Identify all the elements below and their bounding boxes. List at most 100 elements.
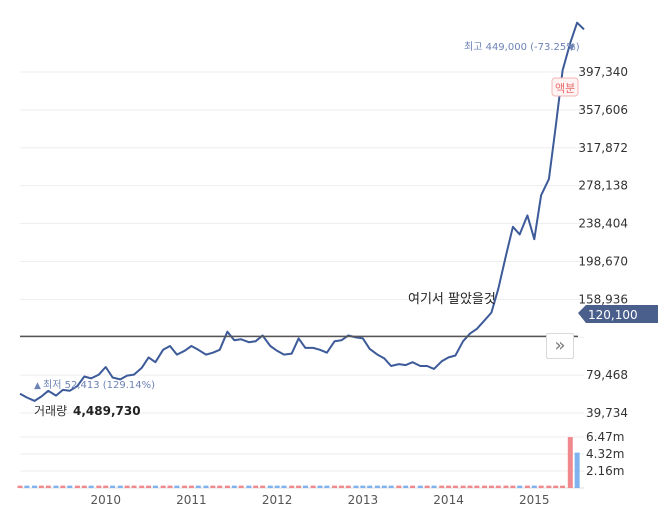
max-marker-icon: ▼ xyxy=(568,43,575,53)
volume-bar xyxy=(217,485,223,488)
volume-bar xyxy=(531,485,537,488)
y-tick-label: 238,404 xyxy=(578,217,628,231)
volume-tick-label: 6.47m xyxy=(586,430,624,444)
volume-bars xyxy=(17,437,580,488)
volume-bar xyxy=(231,485,237,488)
volume-bar xyxy=(367,485,373,488)
volume-bar xyxy=(388,485,394,488)
volume-bar xyxy=(281,485,287,488)
y-tick-label: 39,734 xyxy=(586,406,628,420)
volume-bar xyxy=(188,485,194,488)
x-tick-label: 2012 xyxy=(262,493,293,507)
volume-bar xyxy=(289,485,295,488)
double-chevron-right-icon: » xyxy=(554,335,566,356)
volume-bar xyxy=(246,485,252,488)
volume-tick-label: 2.16m xyxy=(586,464,624,478)
volume-bar xyxy=(524,485,530,488)
volume-bar xyxy=(488,485,494,488)
volume-bar xyxy=(45,485,51,488)
volume-bar xyxy=(467,485,473,488)
volume-bar xyxy=(146,485,152,488)
volume-bar xyxy=(274,485,280,488)
volume-bar xyxy=(174,485,180,488)
annotation-text: 여기서 팔았을것 xyxy=(408,292,496,307)
volume-bar xyxy=(538,485,544,488)
x-tick-label: 2014 xyxy=(433,493,464,507)
volume-bar xyxy=(302,485,308,488)
volume-bar xyxy=(353,485,359,488)
volume-bar xyxy=(439,485,445,488)
volume-bar xyxy=(517,485,523,488)
volume-bar xyxy=(567,437,573,488)
volume-bar xyxy=(324,485,330,488)
x-tick-label: 2010 xyxy=(90,493,121,507)
volume-bar xyxy=(317,485,323,488)
x-tick-label: 2013 xyxy=(348,493,379,507)
volume-bar xyxy=(417,485,423,488)
volume-bar xyxy=(560,485,566,488)
volume-bar xyxy=(381,485,387,488)
volume-bar xyxy=(495,485,501,488)
volume-bar xyxy=(110,485,116,488)
volume-bar xyxy=(53,485,59,488)
volume-bar xyxy=(160,485,166,488)
volume-bar xyxy=(96,485,102,488)
volume-bar xyxy=(131,485,137,488)
volume-bar xyxy=(117,485,123,488)
volume-bar xyxy=(81,485,87,488)
volume-bar xyxy=(446,485,452,488)
volume-bar xyxy=(460,485,466,488)
volume-bar xyxy=(474,485,480,488)
volume-bar xyxy=(510,485,516,488)
volume-bar xyxy=(424,485,430,488)
volume-bar xyxy=(103,485,109,488)
event-badge-label: 액분 xyxy=(555,82,575,95)
volume-bar xyxy=(167,485,173,488)
y-tick-label: 79,468 xyxy=(586,368,628,382)
volume-bar xyxy=(396,485,402,488)
axis-ticks: 39,734 79,468 158,936 198,670 238,404 278,138… xyxy=(90,65,628,507)
volume-bar xyxy=(503,485,509,488)
volume-bar xyxy=(296,485,302,488)
min-price-label: 최저 52,413 (129.14%) xyxy=(43,379,155,391)
x-tick-label: 2015 xyxy=(519,493,550,507)
volume-bar xyxy=(338,485,344,488)
volume-bar xyxy=(74,485,80,488)
volume-bar xyxy=(267,485,273,488)
ref-value-label: 120,100 xyxy=(588,308,638,322)
volume-bar xyxy=(152,485,158,488)
volume-bar xyxy=(310,485,316,488)
volume-bar xyxy=(431,485,437,488)
price-series xyxy=(19,21,585,402)
event-badge-box[interactable] xyxy=(551,77,579,97)
volume-bar xyxy=(546,485,552,488)
volume-value: 4,489,730 xyxy=(73,404,141,418)
volume-bar xyxy=(410,485,416,488)
volume-bar xyxy=(345,485,351,488)
nav-next-button[interactable]: » xyxy=(546,333,574,359)
ref-value-box xyxy=(578,305,658,323)
y-tick-label: 158,936 xyxy=(578,292,628,306)
volume-bar xyxy=(32,485,38,488)
min-marker-icon: ▲ xyxy=(34,381,41,391)
volume-bar xyxy=(260,485,266,488)
volume-bar xyxy=(124,485,130,488)
volume-bar xyxy=(38,485,44,488)
y-tick-label: 357,606 xyxy=(578,103,628,117)
volume-bar xyxy=(238,485,244,488)
volume-tick-label: 4.32m xyxy=(586,447,624,461)
volume-bar xyxy=(332,485,338,488)
volume-bar xyxy=(203,485,209,488)
volume-bar xyxy=(17,485,23,488)
y-tick-label: 198,670 xyxy=(578,254,628,268)
y-tick-label: 278,138 xyxy=(578,179,628,193)
volume-bar xyxy=(553,485,559,488)
volume-bar xyxy=(24,485,30,488)
price-line xyxy=(19,21,585,402)
max-price-label: 최고 449,000 (-73.25%) xyxy=(464,41,580,53)
volume-bar xyxy=(60,485,66,488)
volume-bar xyxy=(182,485,188,488)
volume-bar xyxy=(253,485,259,488)
volume-bar xyxy=(574,452,580,488)
